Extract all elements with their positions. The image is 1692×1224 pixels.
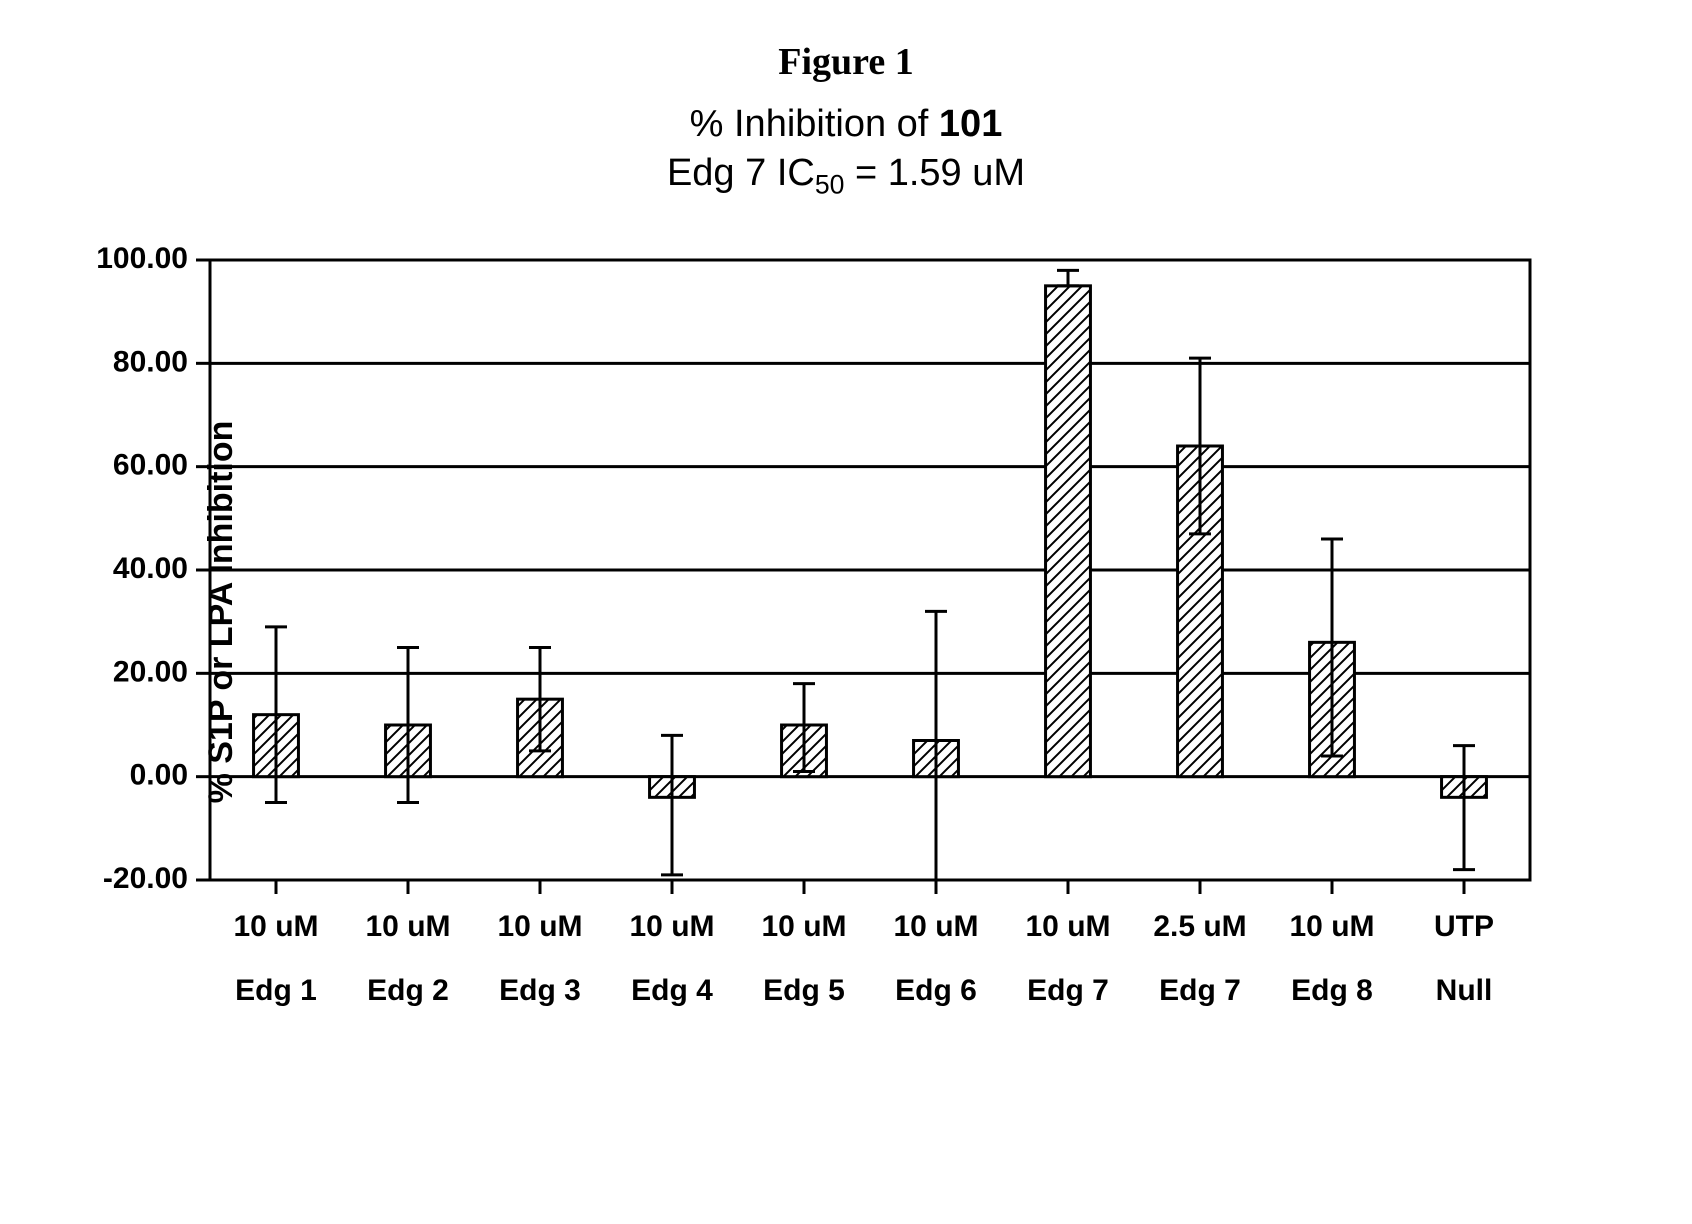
svg-text:Edg 8: Edg 8 — [1291, 974, 1373, 1007]
svg-text:20.00: 20.00 — [113, 655, 188, 688]
svg-text:Edg 3: Edg 3 — [499, 974, 581, 1007]
svg-text:2.5 uM: 2.5 uM — [1153, 910, 1246, 943]
svg-text:10 uM: 10 uM — [233, 910, 318, 943]
svg-text:Edg 4: Edg 4 — [631, 974, 713, 1007]
svg-text:10 uM: 10 uM — [629, 910, 714, 943]
title-line1-bold: 101 — [939, 103, 1002, 145]
svg-text:40.00: 40.00 — [113, 552, 188, 585]
y-axis-label: % S1P or LPA Inhibition — [202, 421, 241, 804]
svg-text:Edg 1: Edg 1 — [235, 974, 317, 1007]
title-line2-suffix: = 1.59 uM — [844, 152, 1025, 194]
svg-text:10 uM: 10 uM — [893, 910, 978, 943]
svg-text:Edg 5: Edg 5 — [763, 974, 845, 1007]
chart-title: % Inhibition of 101 Edg 7 IC50 = 1.59 uM — [0, 100, 1692, 203]
title-line1-prefix: % Inhibition of — [690, 103, 939, 145]
page: Figure 1 % Inhibition of 101 Edg 7 IC50 … — [0, 0, 1692, 1224]
title-line2-sub: 50 — [815, 170, 845, 200]
svg-text:80.00: 80.00 — [113, 345, 188, 378]
svg-text:10 uM: 10 uM — [1025, 910, 1110, 943]
title-line2-prefix: Edg 7 IC — [667, 152, 815, 194]
svg-text:UTP: UTP — [1434, 910, 1494, 943]
svg-text:Edg 7: Edg 7 — [1027, 974, 1109, 1007]
figure-label: Figure 1 — [0, 40, 1692, 84]
svg-text:10 uM: 10 uM — [497, 910, 582, 943]
svg-text:Edg 7: Edg 7 — [1159, 974, 1241, 1007]
svg-text:-20.00: -20.00 — [103, 862, 188, 895]
svg-text:Edg 6: Edg 6 — [895, 974, 977, 1007]
svg-text:0.00: 0.00 — [130, 759, 188, 792]
svg-text:100.00: 100.00 — [96, 242, 188, 275]
svg-text:60.00: 60.00 — [113, 449, 188, 482]
svg-text:Edg 2: Edg 2 — [367, 974, 449, 1007]
svg-text:Null: Null — [1436, 974, 1493, 1007]
svg-text:10 uM: 10 uM — [1289, 910, 1374, 943]
svg-text:10 uM: 10 uM — [761, 910, 846, 943]
svg-text:10 uM: 10 uM — [365, 910, 450, 943]
